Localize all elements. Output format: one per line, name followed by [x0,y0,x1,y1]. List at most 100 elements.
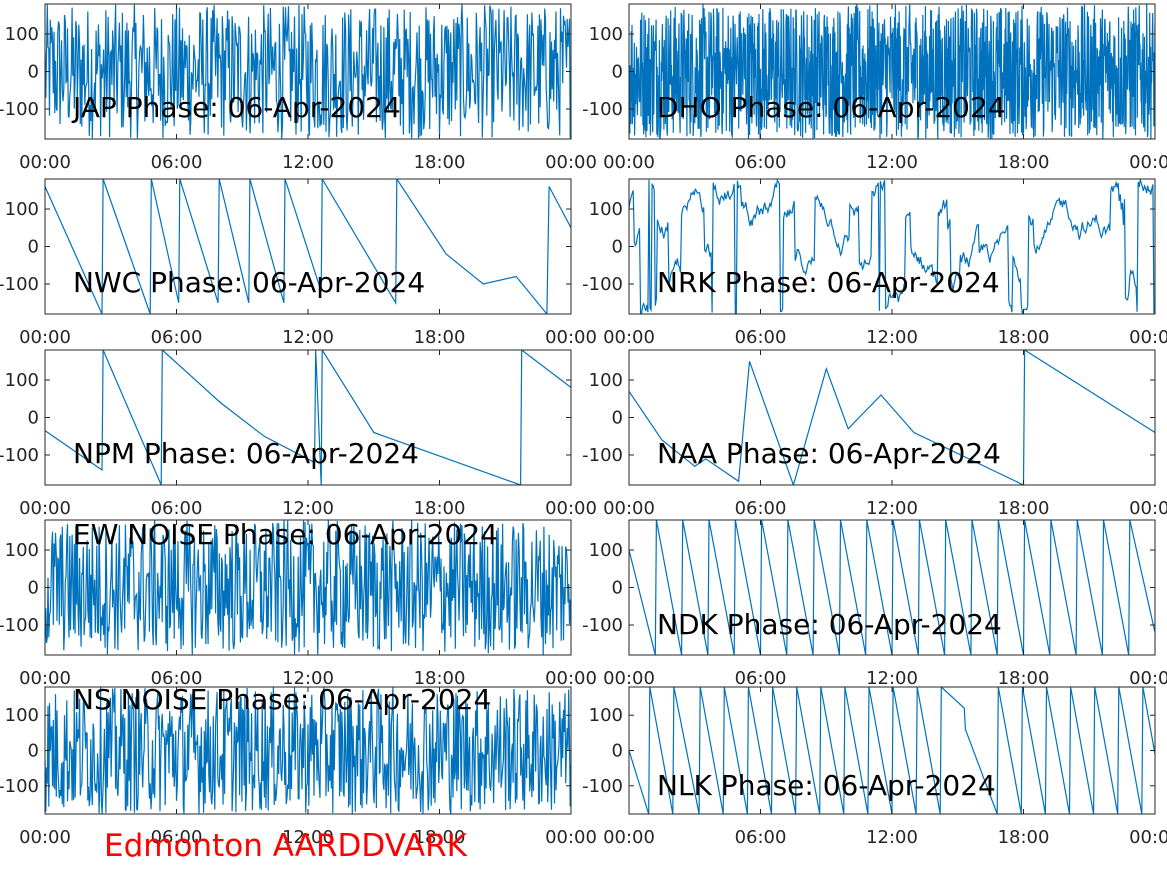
y-tick-label: -100 [582,445,623,466]
subplot-title: NAA Phase: 06-Apr-2024 [657,437,1001,470]
subplot-title: DHO Phase: 06-Apr-2024 [657,91,1006,124]
x-tick-label: 18:00 [414,668,466,689]
x-tick-label: 00:00 [1129,327,1167,348]
x-tick-label: 06:00 [735,152,787,173]
y-tick-label: 0 [612,578,623,599]
x-tick-label: 06:00 [735,827,787,848]
subplot-8: 100 0 -100 00:00 06:00 12:00 18:00 00:00 NS NOIS… [0,683,597,848]
x-tick-label: 00:00 [545,498,597,519]
y-tick-label: 100 [5,24,39,45]
x-tick-label: 06:00 [151,827,203,848]
x-tick-label: 18:00 [998,498,1050,519]
phase-line-series [629,179,1155,314]
x-tick-label: 00:00 [19,327,71,348]
subplot-title: NS NOISE Phase: 06-Apr-2024 [73,683,491,716]
phase-line-series [45,179,571,314]
x-tick-label: 00:00 [1129,827,1167,848]
y-tick-label: 100 [589,705,623,726]
x-tick-label: 00:00 [1129,668,1167,689]
subplot-title: NRK Phase: 06-Apr-2024 [657,266,1000,299]
x-tick-label: 00:00 [545,827,597,848]
x-tick-label: 06:00 [151,498,203,519]
x-tick-label: 12:00 [866,827,918,848]
y-tick-label: 100 [5,540,39,561]
x-tick-label: 00:00 [1129,498,1167,519]
y-tick-label: 100 [589,24,623,45]
x-tick-label: 12:00 [282,827,334,848]
x-tick-label: 12:00 [866,152,918,173]
subplot-2: 100 0 -100 00:00 06:00 12:00 18:00 00:00 NWC Pha… [0,178,597,348]
y-tick-label: -100 [582,776,623,797]
phase-line-series [629,350,1155,485]
phase-line-series [629,687,1155,814]
subplot-0: 100 0 -100 00:00 06:00 12:00 18:00 00:00 JAP Pha… [0,3,597,173]
x-tick-label: 00:00 [545,327,597,348]
y-tick-label: 0 [612,62,623,83]
x-tick-label: 18:00 [414,152,466,173]
x-tick-label: 12:00 [866,498,918,519]
y-tick-label: -100 [0,274,39,295]
x-tick-label: 12:00 [282,327,334,348]
x-tick-label: 00:00 [603,327,655,348]
y-tick-label: 100 [5,705,39,726]
subplot-1: 100 0 -100 00:00 06:00 12:00 18:00 00:00 DHO Pha… [582,3,1167,173]
x-tick-label: 00:00 [603,498,655,519]
y-tick-label: 100 [589,540,623,561]
y-tick-label: 0 [28,62,39,83]
phase-line-series [45,4,571,139]
phase-line-series [45,520,571,655]
subplot-7: 100 0 -100 00:00 06:00 12:00 18:00 00:00 NDK Pha… [582,519,1167,689]
x-tick-label: 00:00 [19,827,71,848]
y-tick-label: 0 [612,237,623,258]
y-tick-label: 0 [612,741,623,762]
y-tick-label: -100 [0,776,39,797]
x-tick-label: 12:00 [866,327,918,348]
y-tick-label: 100 [589,199,623,220]
x-tick-label: 06:00 [735,668,787,689]
subplot-title: JAP Phase: 06-Apr-2024 [71,91,401,124]
x-tick-label: 00:00 [19,498,71,519]
phase-line-series [629,520,1155,655]
y-tick-label: -100 [0,445,39,466]
subplot-title: NDK Phase: 06-Apr-2024 [657,608,1002,641]
figure-footer-title: Edmonton AARDDVARK [104,828,468,864]
phase-line-series [45,350,571,485]
x-tick-label: 00:00 [545,152,597,173]
x-tick-label: 12:00 [282,498,334,519]
x-tick-label: 06:00 [151,668,203,689]
y-tick-label: -100 [582,99,623,120]
y-tick-label: 100 [5,370,39,391]
x-tick-label: 18:00 [998,152,1050,173]
x-tick-label: 06:00 [735,498,787,519]
y-tick-label: 100 [589,370,623,391]
x-tick-label: 00:00 [545,668,597,689]
x-tick-label: 18:00 [998,827,1050,848]
x-tick-label: 00:00 [603,827,655,848]
subplot-5: 100 0 -100 00:00 06:00 12:00 18:00 00:00 NAA Pha… [582,349,1167,519]
x-tick-label: 00:00 [19,152,71,173]
y-tick-label: -100 [582,615,623,636]
subplot-6: 100 0 -100 00:00 06:00 12:00 18:00 00:00 EW NOIS… [0,518,597,689]
subplot-title: NLK Phase: 06-Apr-2024 [657,769,996,802]
y-tick-label: -100 [0,99,39,120]
phase-line-series [45,687,571,814]
y-tick-label: 0 [28,741,39,762]
phase-line-series [629,4,1155,139]
y-tick-label: 0 [28,408,39,429]
x-tick-label: 00:00 [603,152,655,173]
subplot-title: NPM Phase: 06-Apr-2024 [73,437,419,470]
y-tick-label: 0 [612,408,623,429]
x-tick-label: 00:00 [19,668,71,689]
x-tick-label: 18:00 [998,327,1050,348]
x-tick-label: 12:00 [282,152,334,173]
subplot-title: EW NOISE Phase: 06-Apr-2024 [73,518,498,551]
x-tick-label: 00:00 [603,668,655,689]
y-tick-label: 0 [28,578,39,599]
x-tick-label: 12:00 [282,668,334,689]
x-tick-label: 18:00 [998,668,1050,689]
x-tick-label: 06:00 [151,327,203,348]
x-tick-label: 00:00 [1129,152,1167,173]
x-tick-label: 18:00 [414,498,466,519]
x-tick-label: 06:00 [735,327,787,348]
y-tick-label: -100 [0,615,39,636]
